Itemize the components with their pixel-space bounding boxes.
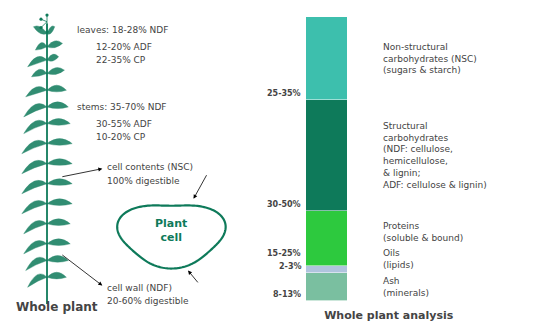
svg-text:Whole plant: Whole plant	[16, 300, 98, 314]
svg-text:Oils(lipids): Oils(lipids)	[383, 248, 414, 270]
svg-text:12-20% ADF: 12-20% ADF	[96, 42, 152, 52]
svg-text:30-55% ADF: 30-55% ADF	[96, 119, 152, 129]
svg-text:Whole plant analysis: Whole plant analysis	[324, 309, 454, 322]
svg-text:25-35%: 25-35%	[267, 89, 301, 98]
svg-text:leaves: 18-28% NDF: leaves: 18-28% NDF	[77, 25, 168, 35]
svg-text:Structuralcarbohydrates(NDF: c: Structuralcarbohydrates(NDF: cellulose,h…	[383, 121, 487, 190]
svg-text:8-13%: 8-13%	[273, 290, 301, 299]
svg-text:Ash(minerals): Ash(minerals)	[383, 276, 429, 298]
svg-text:cell wall (NDF): cell wall (NDF)	[107, 283, 172, 293]
svg-text:2-3%: 2-3%	[279, 262, 301, 271]
svg-text:10-20% CP: 10-20% CP	[96, 132, 146, 142]
svg-text:30-50%: 30-50%	[267, 200, 301, 209]
svg-text:Non-structuralcarbohydrates (N: Non-structuralcarbohydrates (NSC)(sugars…	[383, 42, 477, 75]
svg-text:15-25%: 15-25%	[267, 249, 301, 258]
svg-text:stems: 35-70% NDF: stems: 35-70% NDF	[77, 102, 167, 112]
svg-text:cell contents (NSC): cell contents (NSC)	[107, 162, 193, 172]
svg-text:22-35% CP: 22-35% CP	[96, 55, 146, 65]
svg-text:100% digestible: 100% digestible	[107, 176, 180, 186]
svg-text:Plantcell: Plantcell	[155, 217, 187, 244]
svg-text:20-60% digestible: 20-60% digestible	[107, 296, 189, 306]
svg-text:Proteins(soluble & bound): Proteins(soluble & bound)	[383, 221, 463, 243]
